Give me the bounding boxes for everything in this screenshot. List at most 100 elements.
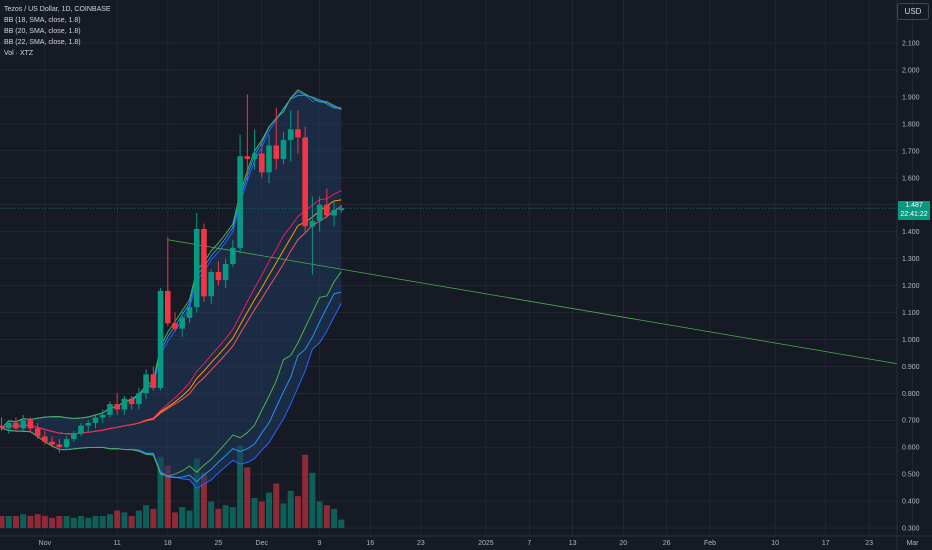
candle-body [157,290,164,388]
candle-body [71,433,77,440]
volume-bars [0,445,345,528]
candle-body [99,414,106,418]
candle-body [331,210,337,216]
volume-bar [20,514,27,528]
price-tick-label: 1.600 [902,175,920,182]
time-tick-label: 11 [114,540,121,547]
candle-body [92,417,99,423]
candle-body [258,153,265,173]
candlesticks [0,94,345,453]
last-price-badge: 1.487 22:41:22 [898,201,930,220]
price-tick-label: 0.800 [902,391,920,398]
volume-bar [172,512,179,528]
time-tick-label: 26 [663,540,671,547]
trend-line[interactable] [0,207,898,365]
time-tick-label: Feb [704,540,716,547]
candle-body [309,220,316,227]
volume-bar [258,501,265,528]
indicator-bb-22[interactable]: BB (22, SMA, close, 1.8) [4,39,81,46]
candle-body [78,425,84,434]
time-tick-label: 9 [318,540,322,547]
chart-legend: Tezos / US Dollar, 1D, COINBASE BB (18, … [4,4,111,59]
bollinger-bands [1,89,342,489]
volume-bar [41,516,48,528]
price-axis[interactable]: 0.300 0.400 0.500 0.600 0.700 0.800 0.900 1.000… [896,0,920,550]
time-tick-label: 17 [822,540,830,547]
price-tick-label: 1.800 [902,121,920,128]
volume-bar [99,516,106,528]
candle-body [244,156,251,159]
candle-body [128,398,135,405]
candle-body [316,204,323,221]
time-tick-label: 20 [619,540,627,547]
volume-bar [135,510,142,528]
volume-bar [229,507,236,528]
volume-bar [193,458,200,528]
indicator-bb-18[interactable]: BB (18, SMA, close, 1.8) [4,17,81,24]
volume-bar [78,516,85,528]
price-tick-label: 1.900 [902,94,920,101]
candle-body [237,156,243,248]
price-tick-label: 1.700 [902,148,920,155]
candle-body [34,428,41,437]
bar-countdown: 22:41:22 [900,211,928,218]
volume-bar [222,505,229,528]
time-tick-label: 25 [215,540,223,547]
time-axis[interactable]: Nov 11 18 25 Dec 9 16 23 2025 7 13 20 26 Feb 10 17 23 Mar [0,535,932,547]
candle-body [295,129,301,138]
time-tick-label: 18 [164,540,172,547]
volume-bar [338,519,345,528]
price-tick-label: 2.000 [902,68,920,75]
volume-bar [273,483,280,528]
volume-bar [5,516,12,528]
time-tick-label: Mar [906,540,919,547]
volume-bar [309,472,316,528]
candle-body [5,422,12,429]
time-tick-label: 23 [417,540,425,547]
price-tick-label: 2.100 [902,41,920,48]
candle-body [49,441,55,445]
candle-body [193,228,200,308]
symbol-title[interactable]: Tezos / US Dollar, 1D, COINBASE [4,6,111,13]
candle-body [186,307,193,318]
candle-body [42,436,48,442]
candle-body [172,323,178,329]
volume-bar [0,516,5,528]
indicator-volume[interactable]: Vol · XTZ [4,50,34,57]
candle-body [150,374,157,388]
price-tick-label: 1.400 [902,229,920,236]
price-tick-label: 0.700 [902,418,920,425]
candle-body [136,393,142,405]
price-tick-label: 1.200 [902,283,920,290]
indicator-bb-20[interactable]: BB (20, SMA, close, 1.8) [4,28,81,35]
volume-bar [34,514,41,528]
price-tick-label: 0.500 [902,472,920,479]
candle-body [63,439,70,448]
candle-body [13,422,19,429]
last-price: 1.487 [905,202,923,209]
currency-button[interactable]: USD [897,3,929,20]
volume-bar [200,472,207,528]
volume-bar [56,516,63,528]
volume-bar [179,507,186,528]
candle-body [143,374,149,394]
grid [0,0,913,536]
volume-bar [215,508,222,528]
volume-bar [251,498,258,528]
candle-body [20,420,26,429]
volume-bar [128,516,135,528]
volume-bar [302,454,309,528]
volume-bar [280,503,287,528]
candle-body [324,204,330,216]
candle-body [208,272,214,297]
volume-bar [106,514,113,528]
price-tick-label: 0.400 [902,499,920,506]
time-tick-label: 2025 [478,540,494,547]
candle-body [121,398,128,410]
candle-body [85,422,92,426]
price-tick-label: 0.900 [902,364,920,371]
volume-bar [266,492,273,528]
bb18-basis [1,190,342,435]
